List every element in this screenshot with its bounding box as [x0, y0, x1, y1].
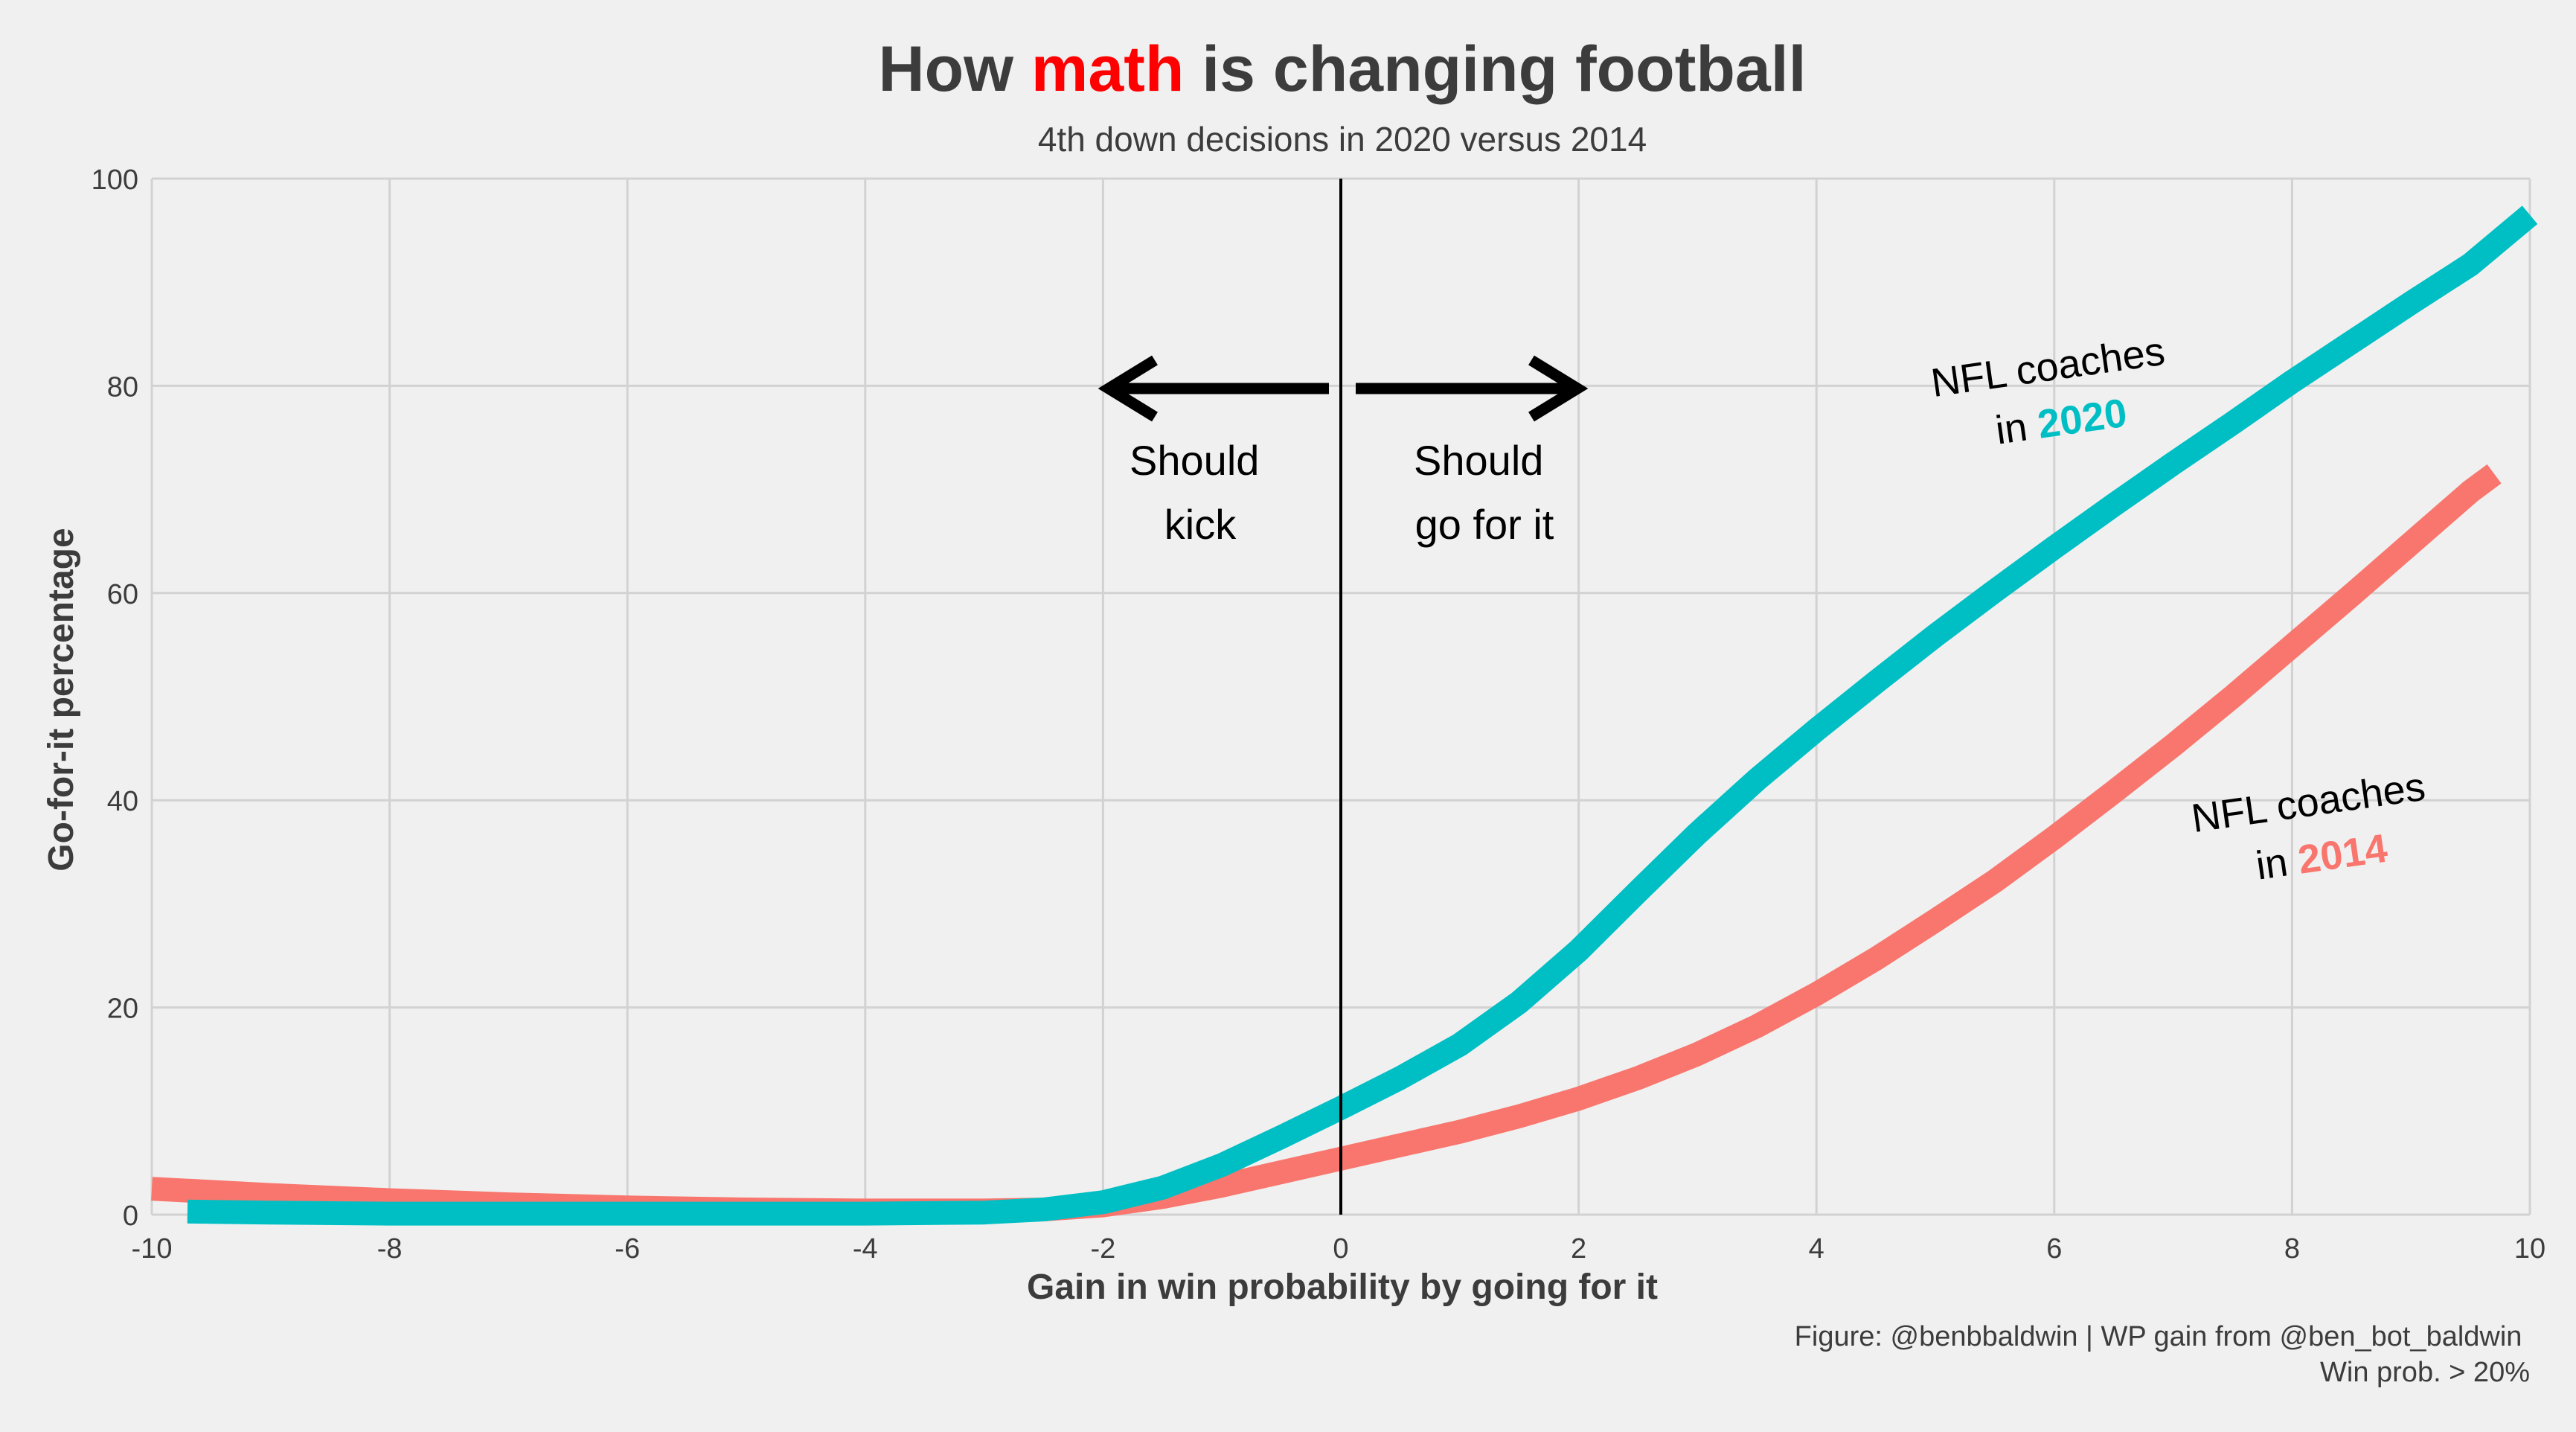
- title-suffix: is changing football: [1184, 33, 1806, 105]
- caption-line-2: Win prob. > 20%: [2320, 1357, 2530, 1388]
- x-tick-label: -8: [377, 1233, 403, 1265]
- go-annotation: Should go for it: [1414, 437, 1555, 548]
- title-prefix: How: [878, 33, 1031, 105]
- label-2014-in: in: [2253, 838, 2301, 888]
- label-2020-in: in: [1993, 403, 2041, 453]
- x-tick-label: -6: [615, 1233, 640, 1265]
- go-arrow: [1356, 355, 1589, 422]
- y-tick-label: 60: [107, 579, 138, 610]
- kick-arrow: [1098, 355, 1329, 422]
- x-tick-label: 10: [2514, 1233, 2545, 1265]
- title-highlight: math: [1031, 33, 1184, 105]
- y-axis-label: Go-for-it percentage: [42, 528, 81, 871]
- y-tick-label: 100: [92, 164, 138, 196]
- chart-subtitle: 4th down decisions in 2020 versus 2014: [1038, 120, 1647, 159]
- series-lines: [151, 205, 2538, 1226]
- x-tick-label: -4: [853, 1233, 878, 1265]
- caption: Figure: @benbbaldwin | WP gain from @ben…: [1795, 1321, 2530, 1388]
- caption-line-1: Figure: @benbbaldwin | WP gain from @ben…: [1795, 1321, 2522, 1352]
- x-tick-label: 8: [2284, 1233, 2300, 1265]
- x-axis-label: Gain in win probability by going for it: [1027, 1268, 1658, 1307]
- x-tick-label: 2: [1571, 1233, 1586, 1265]
- kick-line-2: kick: [1164, 501, 1237, 548]
- y-tick-label: 20: [107, 994, 138, 1025]
- chart-title: How math is changing football: [878, 33, 1806, 105]
- y-tick-label: 40: [107, 786, 138, 817]
- x-tick-label: 6: [2046, 1233, 2062, 1265]
- kick-line-1: Should: [1130, 437, 1259, 484]
- go-line-2: go for it: [1415, 501, 1554, 548]
- x-tick-label: -2: [1091, 1233, 1116, 1265]
- y-tick-label: 80: [107, 371, 138, 403]
- x-tick-label: -10: [132, 1233, 173, 1265]
- go-line-1: Should: [1414, 437, 1543, 484]
- y-tick-label: 0: [123, 1201, 138, 1232]
- series-line-2020: [187, 205, 2538, 1226]
- x-tick-label: 4: [1809, 1233, 1824, 1265]
- x-tick-label: 0: [1333, 1233, 1348, 1265]
- kick-annotation: Should kick: [1130, 437, 1271, 548]
